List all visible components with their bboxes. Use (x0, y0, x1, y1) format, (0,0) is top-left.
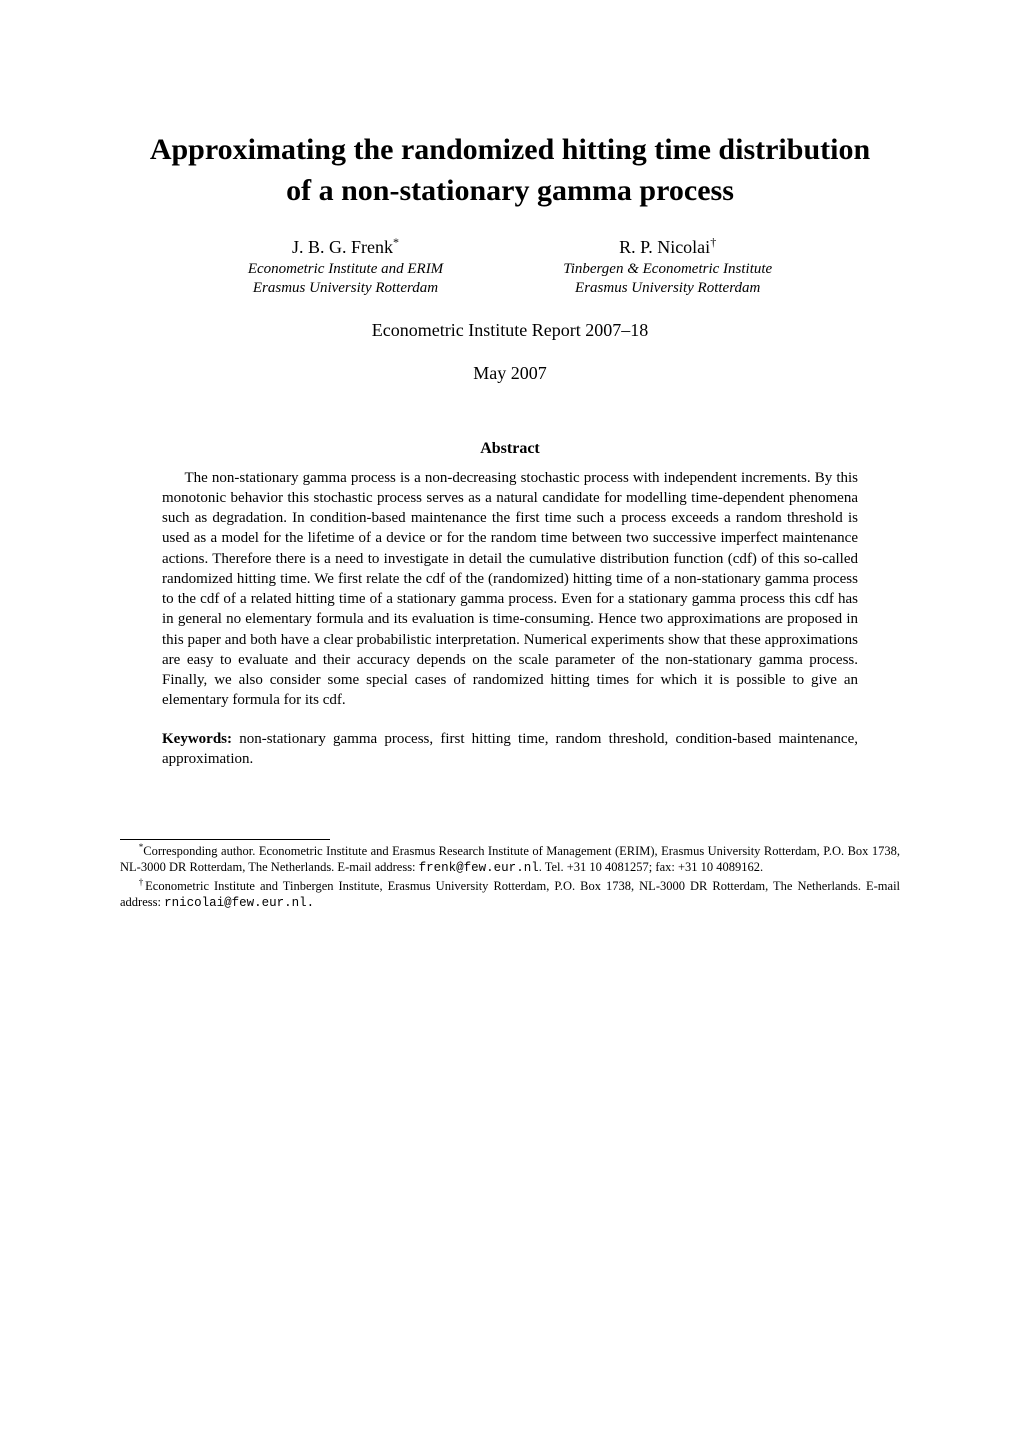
page-title: Approximating the randomized hitting tim… (120, 130, 900, 211)
footnote-2: †Econometric Institute and Tinbergen Ins… (120, 877, 900, 912)
author-1-affiliation: Econometric Institute and ERIM Erasmus U… (248, 260, 443, 298)
footnote-1-tt: frenk@few.eur.nl (419, 861, 539, 875)
author-name-2: R. P. Nicolai† (563, 235, 772, 258)
title-line-1: Approximating the randomized hitting tim… (150, 133, 870, 166)
abstract-heading: Abstract (120, 440, 900, 458)
author-2-affiliation: Tinbergen & Econometric Institute Erasmu… (563, 260, 772, 298)
report-line: Econometric Institute Report 2007–18 (120, 320, 900, 341)
authors-row: J. B. G. Frenk* Econometric Institute an… (120, 235, 900, 298)
footnote-rule (120, 839, 330, 840)
author-2-aff-line2: Erasmus University Rotterdam (575, 280, 760, 296)
abstract-body: The non-stationary gamma process is a no… (162, 468, 858, 711)
footnote-1: *Corresponding author. Econometric Insti… (120, 842, 900, 877)
author-1-sup: * (393, 235, 399, 249)
keywords-text: non-stationary gamma process, first hitt… (162, 731, 858, 767)
author-1-aff-line1: Econometric Institute and ERIM (248, 261, 443, 277)
author-1-name-text: J. B. G. Frenk (292, 237, 393, 257)
footnote-1-post: . Tel. +31 10 4081257; fax: +31 10 40891… (539, 860, 763, 874)
author-name-1: J. B. G. Frenk* (248, 235, 443, 258)
author-2-aff-line1: Tinbergen & Econometric Institute (563, 261, 772, 277)
author-2-name-text: R. P. Nicolai (619, 237, 710, 257)
author-block-1: J. B. G. Frenk* Econometric Institute an… (248, 235, 443, 298)
footnote-2-tt: rnicolai@few.eur.nl. (164, 896, 314, 910)
title-line-2: of a non-stationary gamma process (286, 174, 734, 207)
date-line: May 2007 (120, 363, 900, 384)
keywords-label: Keywords: (162, 731, 232, 747)
author-1-aff-line2: Erasmus University Rotterdam (253, 280, 438, 296)
author-block-2: R. P. Nicolai† Tinbergen & Econometric I… (563, 235, 772, 298)
author-2-sup: † (710, 235, 716, 249)
keywords-paragraph: Keywords: non-stationary gamma process, … (162, 729, 858, 770)
